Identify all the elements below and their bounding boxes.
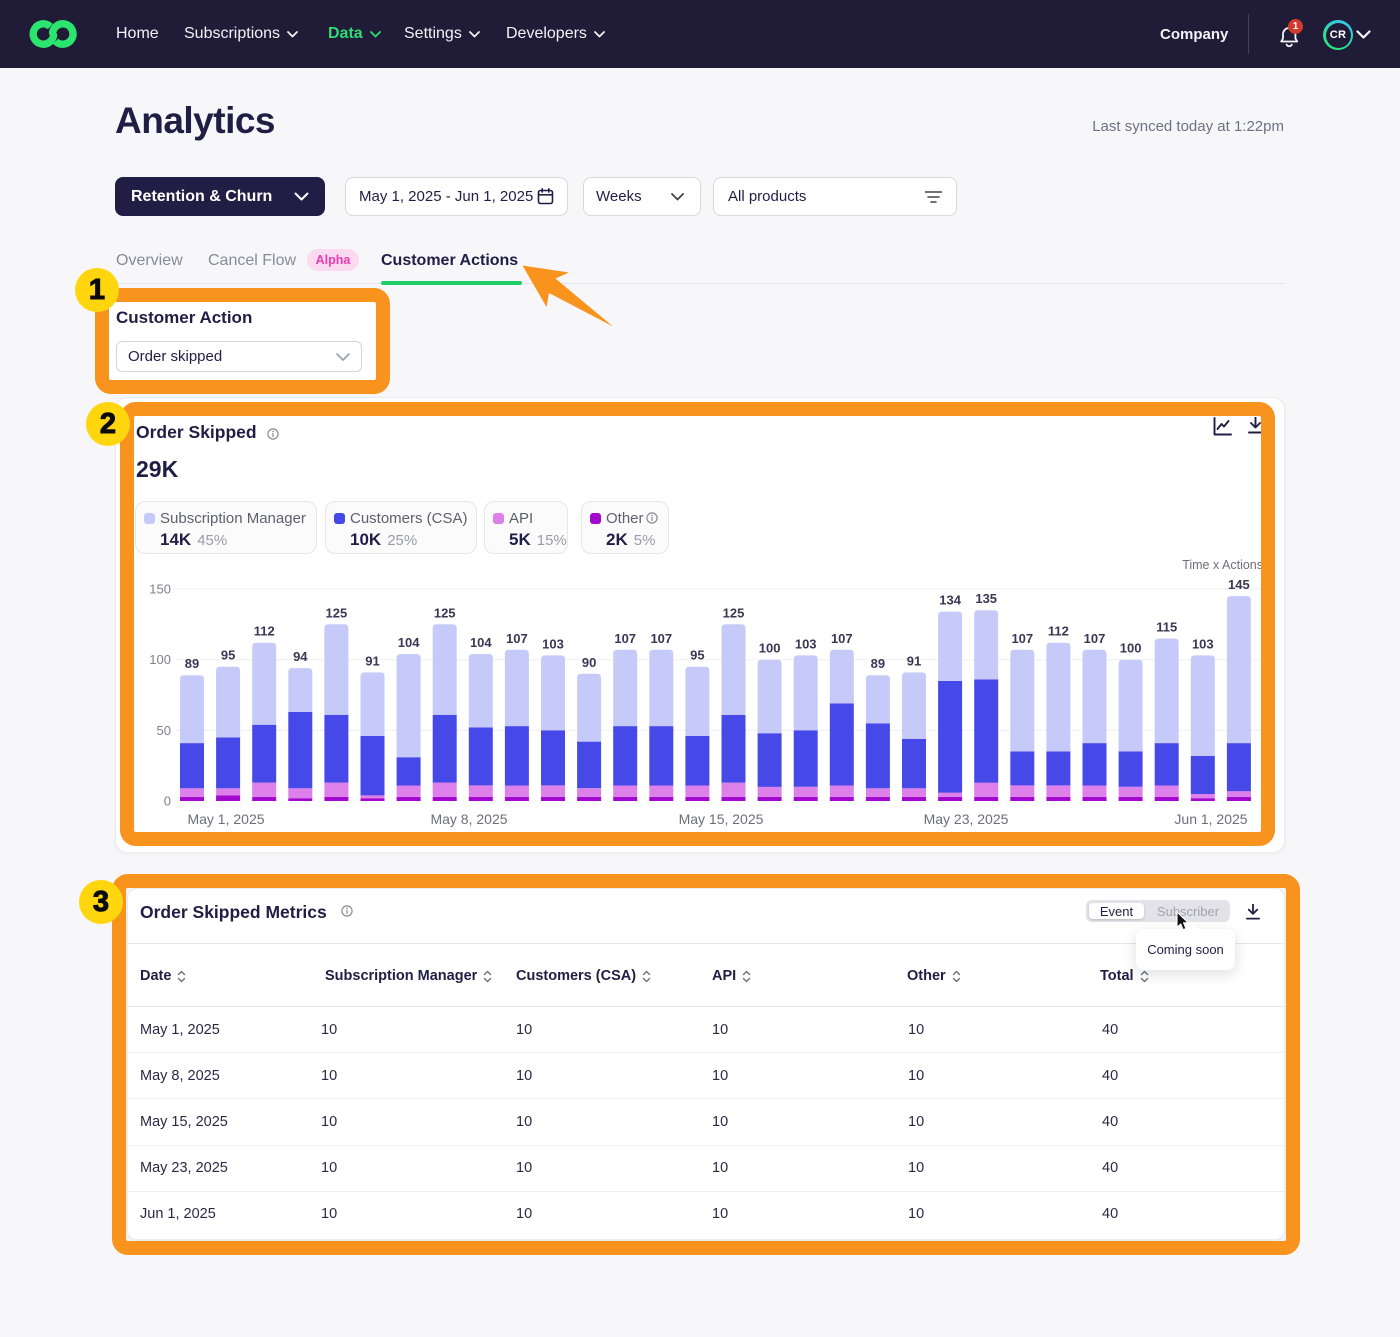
svg-text:107: 107 <box>1011 631 1033 646</box>
svg-text:100: 100 <box>759 641 781 656</box>
svg-text:91: 91 <box>907 653 921 668</box>
svg-text:94: 94 <box>293 649 308 664</box>
svg-text:100: 100 <box>1120 641 1142 656</box>
svg-text:125: 125 <box>434 605 456 620</box>
svg-text:135: 135 <box>975 591 997 606</box>
svg-text:Jun 1, 2025: Jun 1, 2025 <box>1174 811 1247 827</box>
svg-text:May 15, 2025: May 15, 2025 <box>679 811 764 827</box>
svg-text:90: 90 <box>582 655 596 670</box>
svg-text:100: 100 <box>149 652 171 667</box>
svg-text:107: 107 <box>506 631 528 646</box>
svg-text:125: 125 <box>326 605 348 620</box>
svg-text:95: 95 <box>690 648 704 663</box>
svg-text:103: 103 <box>1192 636 1214 651</box>
svg-text:115: 115 <box>1156 620 1177 635</box>
svg-text:107: 107 <box>1084 631 1106 646</box>
svg-text:104: 104 <box>398 635 420 650</box>
svg-text:95: 95 <box>221 648 235 663</box>
svg-text:50: 50 <box>157 723 171 738</box>
svg-text:0: 0 <box>164 794 171 809</box>
svg-text:107: 107 <box>614 631 636 646</box>
svg-text:89: 89 <box>185 656 199 671</box>
svg-text:107: 107 <box>831 631 853 646</box>
svg-text:89: 89 <box>871 656 885 671</box>
svg-text:125: 125 <box>723 605 745 620</box>
svg-text:103: 103 <box>795 636 817 651</box>
svg-text:May 23, 2025: May 23, 2025 <box>924 811 1009 827</box>
svg-text:103: 103 <box>542 636 564 651</box>
svg-text:107: 107 <box>650 631 672 646</box>
svg-text:91: 91 <box>365 653 379 668</box>
svg-text:150: 150 <box>149 582 171 597</box>
svg-text:112: 112 <box>254 624 275 639</box>
svg-text:104: 104 <box>470 635 492 650</box>
svg-text:Time x Actions: Time x Actions <box>1182 558 1263 572</box>
svg-text:145: 145 <box>1228 577 1250 592</box>
svg-text:May 1, 2025: May 1, 2025 <box>187 811 264 827</box>
svg-text:134: 134 <box>939 593 961 608</box>
svg-text:May 8, 2025: May 8, 2025 <box>430 811 507 827</box>
svg-text:112: 112 <box>1048 624 1069 639</box>
